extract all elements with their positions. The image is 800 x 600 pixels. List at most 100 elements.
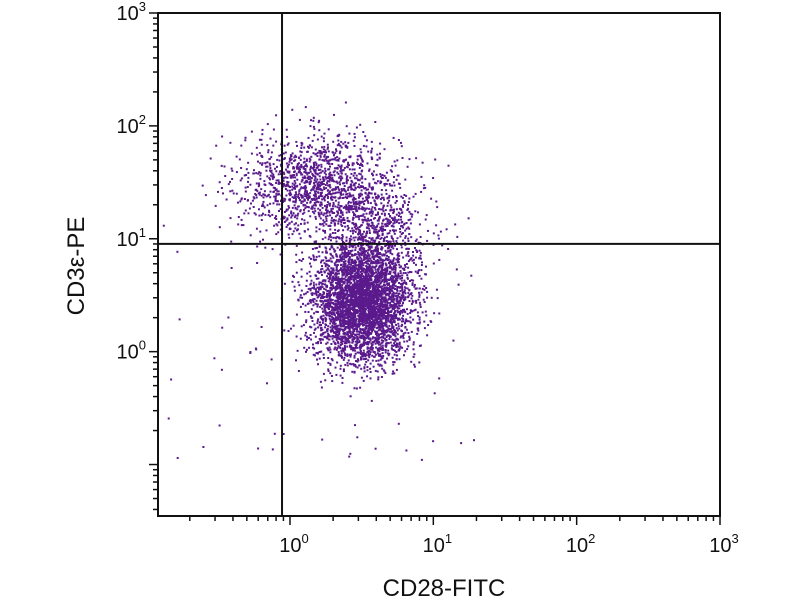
data-point [304,106,307,109]
data-point [339,287,342,290]
data-point [352,174,355,177]
data-point [366,336,369,339]
data-point [363,298,366,301]
data-point [343,329,346,332]
data-point [351,218,354,221]
data-point [370,302,373,305]
data-point [346,361,349,364]
data-point [319,204,322,207]
data-point [322,224,325,227]
data-point [295,222,297,225]
data-point [415,301,418,304]
data-point [430,296,433,299]
data-point [269,174,272,177]
data-point [345,176,348,179]
data-point [300,144,303,147]
data-point [293,204,296,207]
data-point [385,335,388,338]
data-point [340,290,342,293]
data-point [349,304,352,307]
data-point [362,304,365,307]
data-point [380,268,383,271]
data-point [403,201,406,204]
data-point [305,350,307,353]
data-point [346,283,349,286]
data-point [339,167,342,170]
data-point [324,167,327,170]
data-point [398,282,400,284]
data-point [387,318,390,321]
data-point [418,361,421,364]
data-point [321,307,324,310]
data-point [354,347,357,350]
data-point [324,326,327,329]
data-point [303,175,306,178]
data-point [349,268,352,271]
data-point [339,303,342,306]
data-point [348,354,351,357]
data-point [365,357,368,360]
data-point [322,310,324,313]
data-point [404,331,407,334]
data-point [244,139,247,142]
data-point [337,336,340,339]
data-point [334,188,337,191]
data-point [391,298,393,301]
data-point [371,309,374,312]
data-point [244,190,247,193]
data-point [298,197,300,199]
data-point [247,161,250,164]
data-point [328,292,330,295]
data-point [376,286,379,289]
data-point [287,330,290,332]
data-point [307,178,310,181]
data-point [319,154,322,157]
data-point [342,336,345,339]
data-point [346,353,349,356]
data-point [368,169,371,172]
data-point [304,292,307,295]
data-point [447,164,450,167]
data-point [313,127,316,130]
data-point [379,355,382,357]
data-point [345,125,348,128]
data-point [335,159,338,162]
data-point [311,174,314,177]
data-point [313,286,316,289]
data-point [299,172,302,175]
data-point [290,212,293,215]
data-point [319,168,322,171]
data-point [314,354,316,357]
data-point [418,294,421,296]
data-point [357,273,360,276]
data-point [341,234,344,236]
data-point [342,315,345,318]
data-point [329,271,332,274]
data-point [338,353,341,356]
data-point [347,299,350,302]
data-point [366,314,369,317]
data-point [346,146,349,149]
data-point [358,346,361,349]
data-point [390,277,393,280]
data-point [209,157,212,160]
data-point [336,214,339,217]
data-point [436,297,439,300]
data-point [302,161,305,164]
data-point [365,337,368,340]
data-point [354,266,357,269]
data-point [339,179,342,182]
data-point [315,294,318,297]
data-point [375,305,378,308]
data-point [350,172,353,175]
data-point [346,331,349,334]
data-point [350,250,352,252]
data-point [360,376,363,379]
data-point [353,136,356,139]
data-point [320,304,323,306]
data-point [296,217,299,220]
data-point [370,305,373,308]
data-point [286,224,289,226]
data-point [391,229,394,232]
data-point [374,278,377,281]
